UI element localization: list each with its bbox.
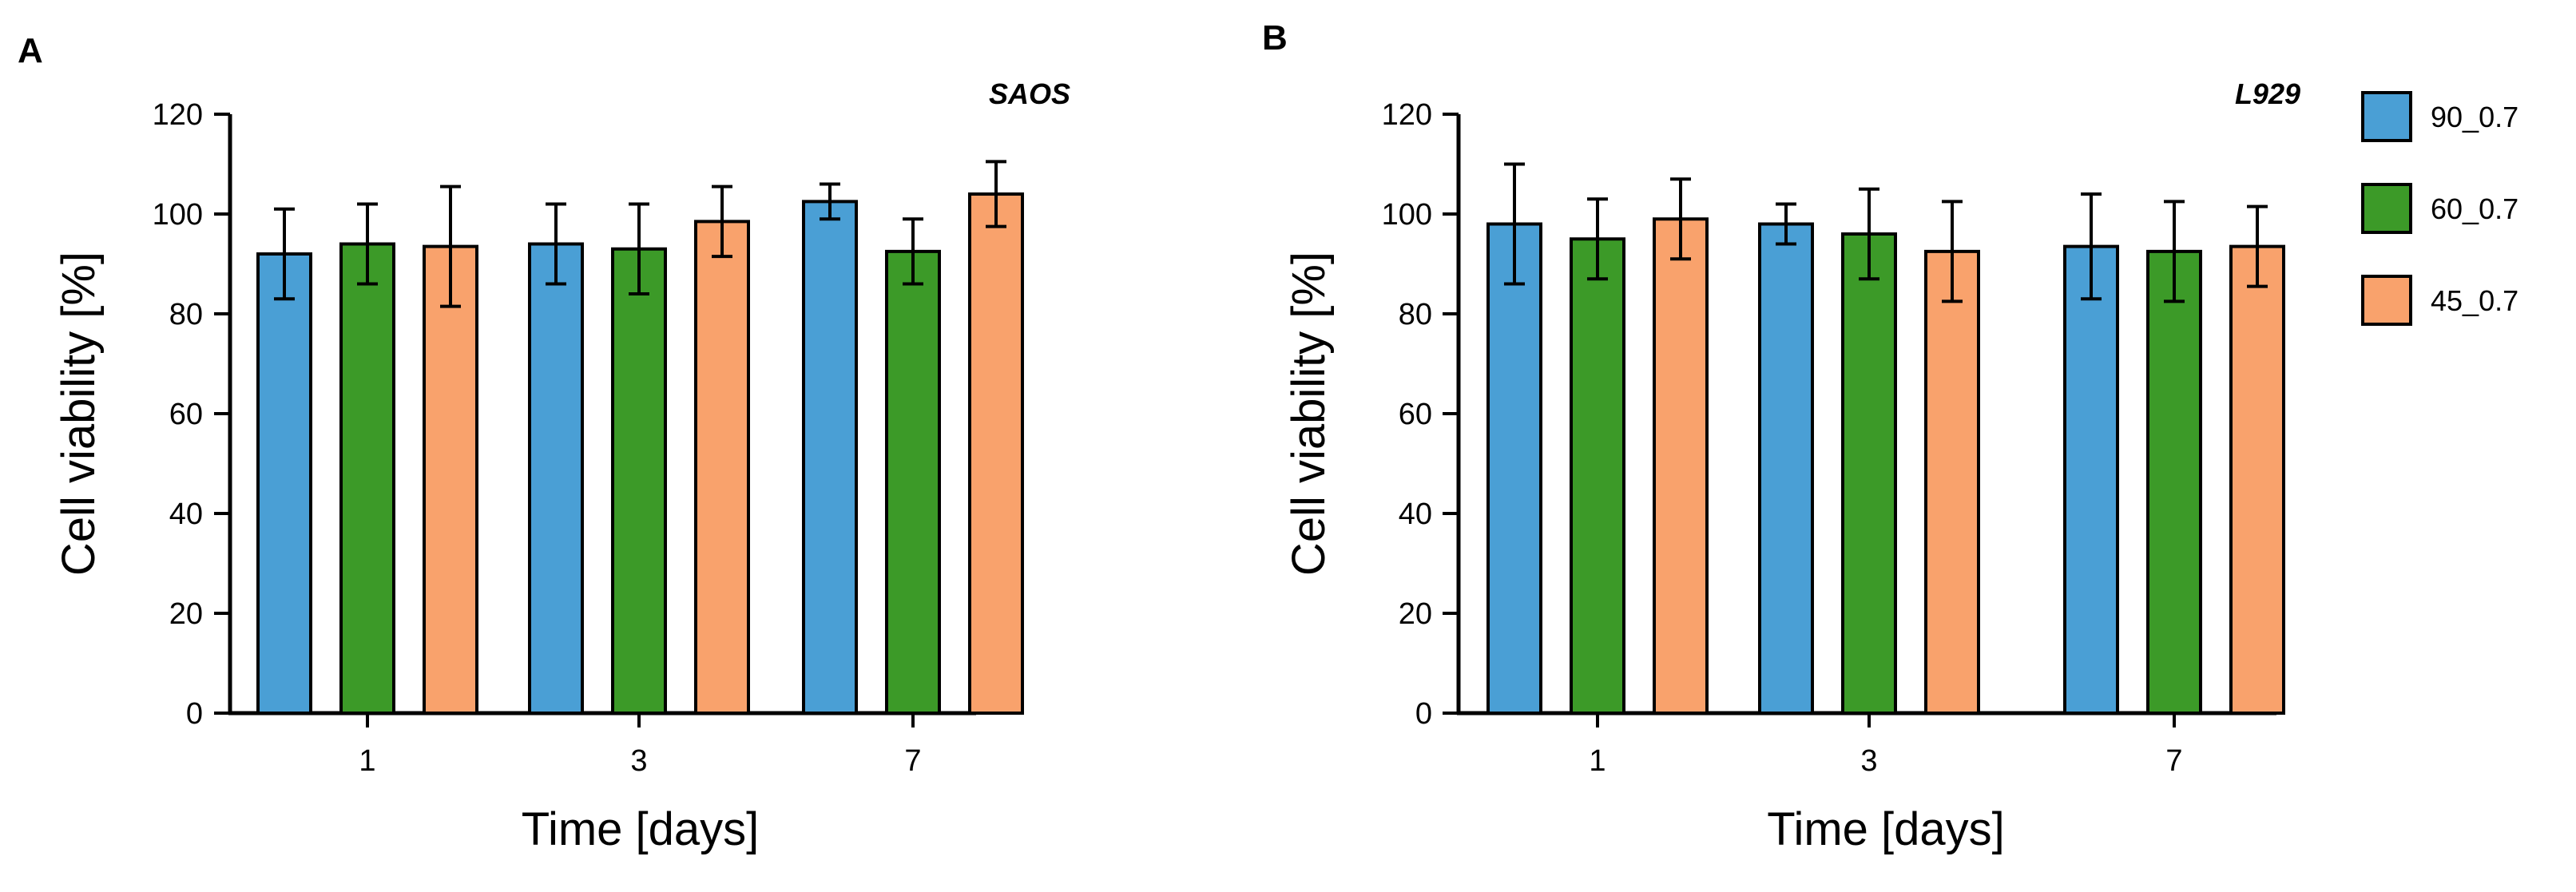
panel-a-x-tick-label: 1	[359, 744, 375, 778]
panel-b-bar	[1486, 222, 1542, 715]
panel-a-bar	[611, 247, 667, 715]
panel-b-x-tick-label: 3	[1860, 744, 1877, 778]
panel-b-bar	[1924, 249, 1980, 715]
panel-b-error-bar	[2081, 192, 2102, 301]
chart-subtitle-saos: SAOS	[989, 77, 1070, 110]
panel-a-bar	[694, 220, 750, 715]
panel-b-error-bar	[1776, 202, 1796, 246]
panel-a-error-bar	[820, 182, 840, 221]
panel-a-error-bar	[903, 217, 923, 286]
panel-a-bar	[423, 244, 478, 715]
panel-a-y-tick-label: 20	[169, 597, 203, 631]
panel-a-error-bar	[986, 160, 1006, 228]
panel-a-y-tick-label: 120	[153, 98, 203, 132]
chart-panel-b: B L929 0 20 40 60 80 100 120 1 3 7 Cell viability …	[1262, 18, 2300, 855]
legend-label: 45_0.7	[2431, 284, 2518, 317]
legend-swatch	[2361, 183, 2412, 234]
panel-b-error-bar	[1942, 200, 1963, 303]
panel-b-error-bar	[2164, 200, 2185, 303]
panel-a-error-bar	[357, 202, 378, 286]
panel-a-error-bar	[629, 202, 649, 295]
legend-swatch	[2361, 91, 2412, 142]
panel-a-bar	[968, 192, 1024, 715]
chart-subtitle-l929: L929	[2235, 77, 2300, 110]
panel-a-bar	[339, 242, 395, 715]
panel-b-y-tick-label: 0	[1415, 697, 1432, 731]
panel-a-y-tick-label: 60	[169, 398, 203, 431]
legend: 90_0.7 60_0.7 45_0.7	[2361, 91, 2518, 326]
panel-a-y-tick-label: 0	[186, 697, 203, 731]
legend-label: 60_0.7	[2431, 192, 2518, 225]
panel-b-y-tick-label: 60	[1399, 398, 1432, 431]
panel-b-x-tick-label: 1	[1589, 744, 1606, 778]
panel-b-error-bar	[1587, 197, 1608, 281]
panel-b-y-tick-label: 120	[1382, 98, 1432, 132]
panel-b-y-tick-label: 20	[1399, 597, 1432, 631]
panel-b-x-tick-label: 7	[2165, 744, 2182, 778]
panel-b-error-bar	[1859, 187, 1879, 281]
panel-b-bar	[1841, 232, 1897, 715]
panel-b-error-bar	[1670, 177, 1691, 261]
panel-b-y-tick-label: 40	[1399, 498, 1432, 531]
panel-a-x-tick-label: 3	[630, 744, 647, 778]
panel-a-bar	[885, 249, 941, 715]
panel-b-x-axis-title: Time [days]	[1767, 803, 2005, 855]
panel-a-x-tick-label: 7	[904, 744, 921, 778]
panel-a-y-tick-label: 40	[169, 498, 203, 531]
panel-b-bar	[1653, 217, 1709, 715]
legend-swatch	[2361, 275, 2412, 326]
panel-a-error-bar	[712, 184, 732, 259]
panel-b-bar	[2063, 244, 2119, 715]
panel-b-error-bar	[1504, 162, 1525, 286]
panel-a-y-axis-title: Cell viability [%]	[53, 252, 105, 576]
panel-b-y-tick-label: 80	[1399, 298, 1432, 331]
panel-a-error-bar	[274, 207, 295, 301]
panel-a-bar	[528, 242, 584, 715]
chart-panel-a: A SAOS 0 20 40 60 80 100 120 1 3 7 Cell viability …	[18, 31, 1070, 855]
panel-a-x-axis-title: Time [days]	[522, 803, 760, 855]
legend-label: 90_0.7	[2431, 101, 2518, 133]
panel-a-bar	[256, 252, 312, 715]
panel-a-y-tick-label: 80	[169, 298, 203, 331]
panel-a-error-bar	[546, 202, 566, 286]
panel-b-y-axis-title: Cell viability [%]	[1283, 252, 1335, 576]
panel-letter-b: B	[1262, 18, 1288, 57]
panel-a-error-bar	[440, 184, 461, 308]
panel-b-bar	[1758, 222, 1814, 715]
panel-b-bar	[2229, 244, 2285, 715]
panel-b-y-tick-label: 100	[1382, 198, 1432, 232]
panel-b-bar	[1570, 237, 1625, 715]
panel-a-y-tick-label: 100	[153, 198, 203, 232]
panel-b-error-bar	[2247, 204, 2268, 288]
panel-b-bar	[2146, 249, 2202, 715]
panel-letter-a: A	[18, 31, 43, 70]
panel-a-bar	[802, 200, 858, 715]
